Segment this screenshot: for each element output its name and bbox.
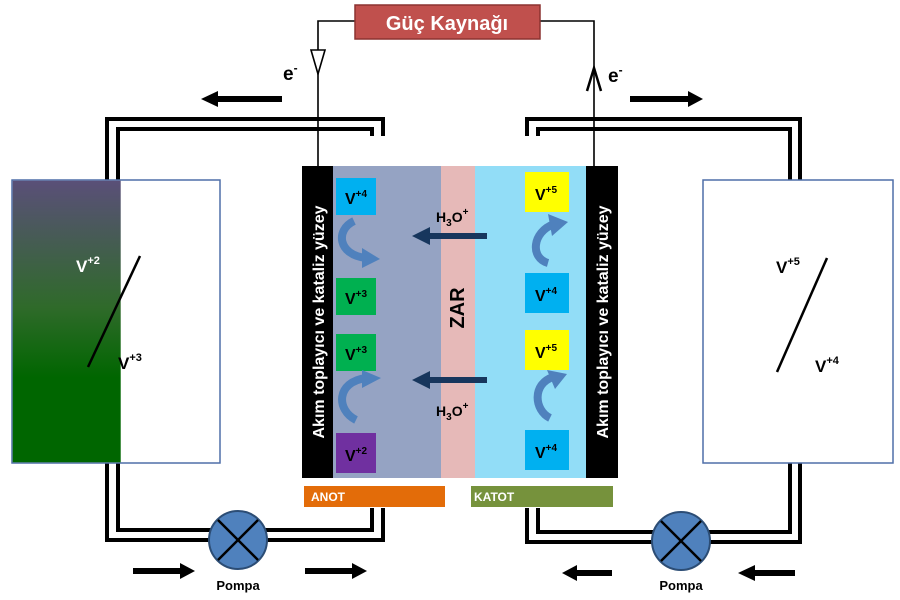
svg-text:ANOT: ANOT [311, 490, 346, 504]
anode-collector-label: Akım toplayıcı ve kataliz yüzey [311, 205, 328, 438]
power-source-label: Güç Kaynağı [386, 13, 508, 35]
curved-arrow-anode-bottom-icon [338, 370, 381, 424]
cathode-current-collector [586, 166, 618, 478]
proton-label-top: H3O+ [436, 207, 469, 229]
svg-text:V+5: V+5 [535, 343, 558, 362]
flow-arrow-top-left-icon [201, 91, 282, 107]
svg-text:V+2: V+2 [345, 446, 368, 465]
svg-text:V+4: V+4 [535, 443, 558, 462]
right-tank: V+5 V+4 [702, 179, 894, 464]
cathode-chip-3: V+5 [525, 330, 569, 370]
power-source[interactable]: Güç Kaynağı [354, 4, 541, 40]
left-tank-bottom-species: V+3 [118, 352, 142, 373]
svg-text:KATOT: KATOT [474, 490, 515, 504]
cathode-chip-1: V+5 [525, 172, 569, 212]
flow-arrow-bottom-right-2-icon [738, 565, 795, 581]
svg-text:V+5: V+5 [535, 185, 558, 204]
left-tank-top-species: V+2 [76, 255, 100, 276]
flow-arrow-bottom-right-1-icon [562, 565, 612, 581]
external-circuit [317, 20, 595, 168]
flow-arrow-bottom-left-1-icon [133, 563, 195, 579]
left-pump-label: Pompa [216, 578, 260, 593]
right-tank-bottom-species: V+4 [815, 355, 840, 376]
svg-text:V+4: V+4 [345, 189, 368, 208]
proton-arrow-bottom-icon [412, 371, 487, 389]
cathode-electrolyte [475, 166, 586, 478]
right-pump[interactable] [651, 511, 711, 571]
cathode-chip-2: V+4 [525, 273, 569, 313]
cell-stack: Akım toplayıcı ve kataliz yüzey Akım top… [302, 166, 618, 478]
cathode-label-bar: KATOT [471, 486, 613, 507]
flow-arrow-top-right-icon [630, 91, 703, 107]
svg-text:V+3: V+3 [345, 345, 368, 364]
curved-arrow-anode-top-icon [337, 217, 380, 268]
curved-arrow-cathode-top-icon [531, 214, 568, 267]
proton-arrow-top-icon [412, 227, 487, 245]
electron-arrow-down-icon [309, 49, 327, 77]
cathode-collector-label: Akım toplayıcı ve kataliz yüzey [595, 205, 612, 438]
cathode-chip-4: V+4 [525, 430, 569, 470]
svg-text:V+3: V+3 [345, 289, 368, 308]
membrane-label: ZAR [447, 287, 469, 329]
anode-current-collector [302, 166, 333, 478]
svg-text:V+4: V+4 [535, 286, 558, 305]
curved-arrow-cathode-bottom-icon [533, 370, 567, 422]
anode-electrolyte [333, 166, 441, 478]
left-pump[interactable] [208, 510, 268, 570]
anode-chip-1: V+4 [336, 178, 376, 215]
flow-arrow-bottom-left-2-icon [305, 563, 367, 579]
electron-arrow-up-icon [585, 63, 603, 92]
membrane [441, 166, 475, 478]
electron-label-right: e- [608, 63, 623, 87]
anode-chip-3: V+3 [336, 334, 376, 371]
anode-chip-4: V+2 [336, 433, 376, 473]
left-tank: V+2 V+3 [11, 179, 221, 464]
right-tank-top-species: V+5 [776, 256, 800, 277]
electron-label-left: e- [283, 61, 298, 85]
proton-label-bottom: H3O+ [436, 401, 469, 423]
right-pump-label: Pompa [659, 578, 703, 593]
anode-chip-2: V+3 [336, 278, 376, 315]
anode-label-bar: ANOT [304, 486, 445, 507]
